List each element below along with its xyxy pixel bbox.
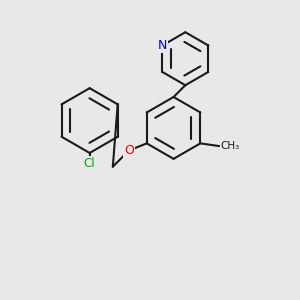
Text: Cl: Cl bbox=[84, 157, 95, 170]
Text: O: O bbox=[124, 144, 134, 157]
Text: N: N bbox=[158, 39, 167, 52]
Text: CH₃: CH₃ bbox=[221, 141, 240, 151]
